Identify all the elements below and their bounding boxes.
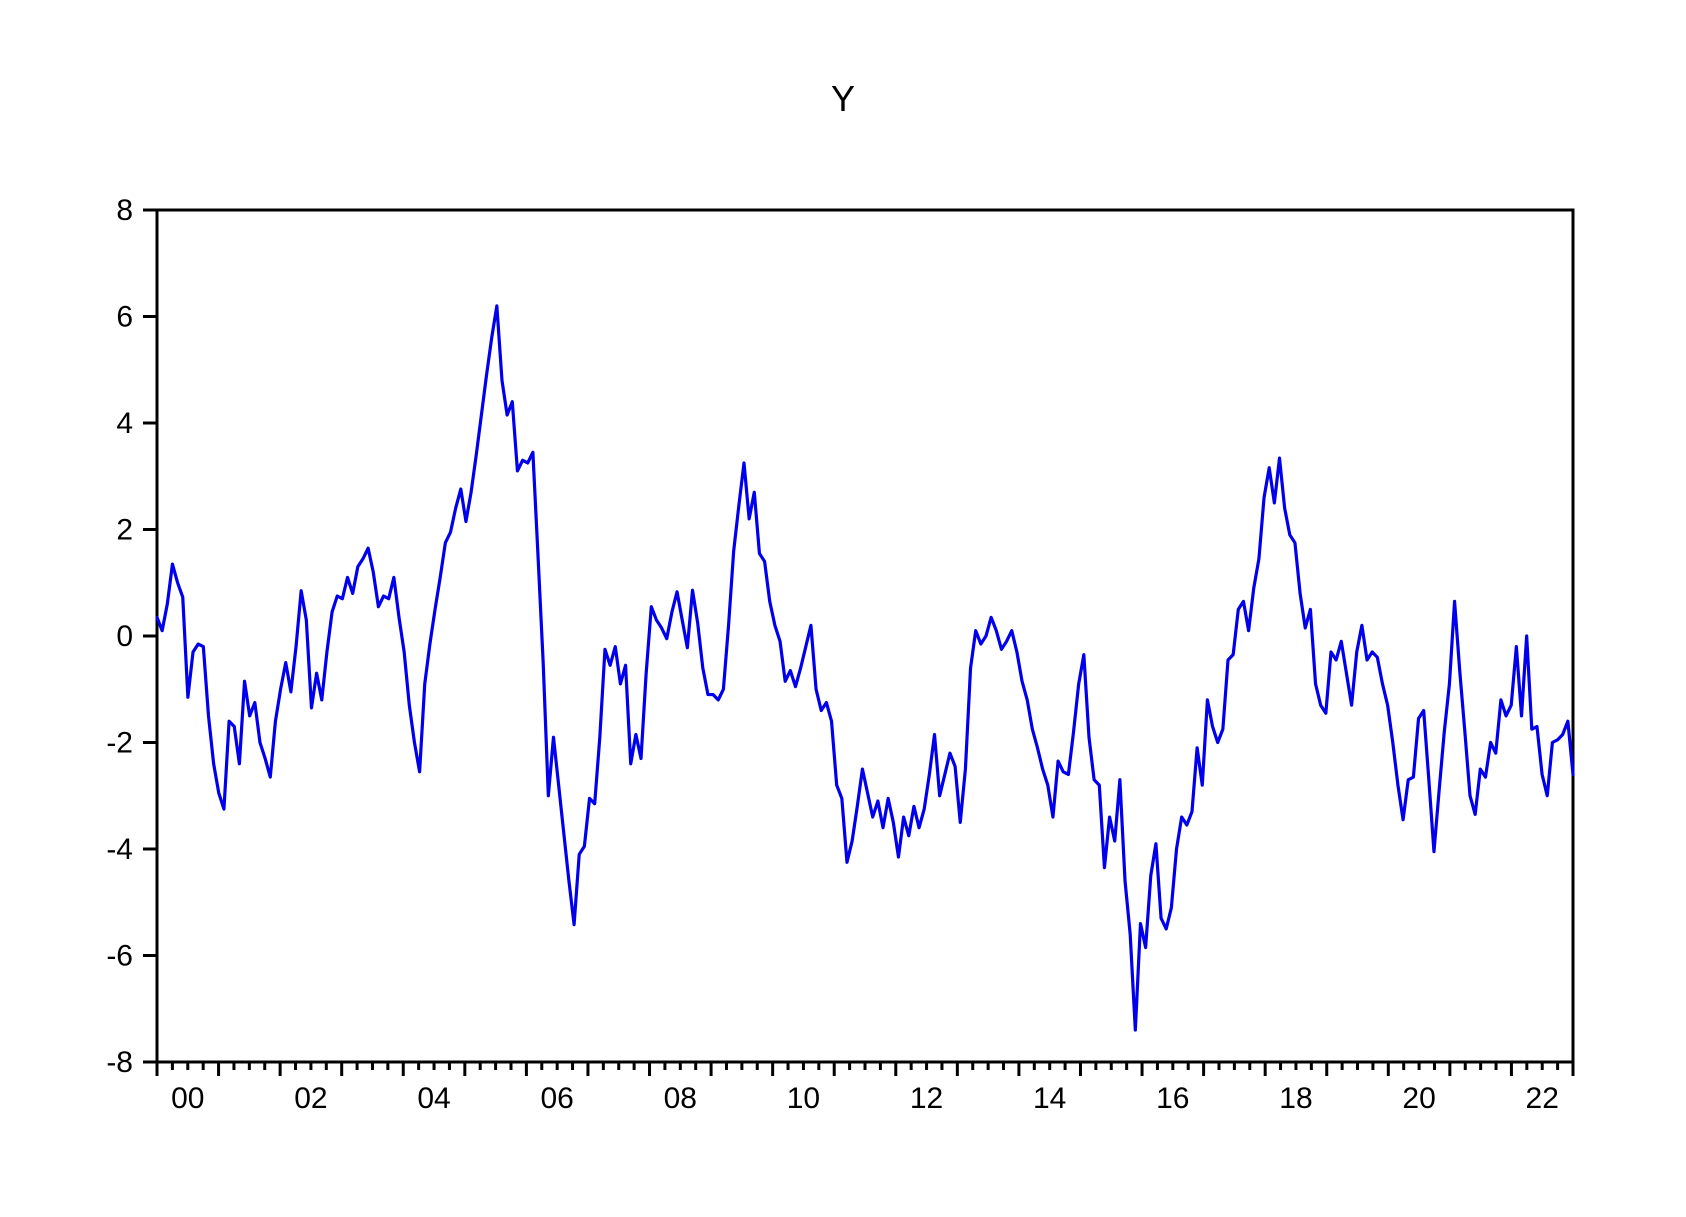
svg-text:08: 08 (664, 1082, 697, 1115)
svg-text:-4: -4 (106, 833, 133, 866)
y-axis-labels: 8 6 4 2 0 -2 -4 -6 -8 (106, 194, 133, 1079)
svg-text:02: 02 (294, 1082, 327, 1115)
svg-text:06: 06 (540, 1082, 573, 1115)
y-axis-ticks (143, 208, 157, 1064)
svg-text:-2: -2 (106, 727, 133, 760)
chart-title: Y (830, 78, 855, 119)
svg-text:4: 4 (116, 407, 133, 440)
x-axis-ticks (155, 1062, 1575, 1076)
svg-text:-6: -6 (106, 940, 133, 973)
series-y-line (155, 304, 1575, 1032)
svg-text:-8: -8 (106, 1046, 133, 1079)
svg-text:16: 16 (1156, 1082, 1189, 1115)
svg-text:20: 20 (1402, 1082, 1435, 1115)
svg-text:6: 6 (116, 301, 133, 334)
svg-text:04: 04 (417, 1082, 450, 1115)
svg-text:0: 0 (116, 620, 133, 653)
svg-text:10: 10 (787, 1082, 820, 1115)
x-axis-labels: 00 02 04 06 08 10 12 14 16 18 20 22 (171, 1082, 1559, 1115)
svg-text:18: 18 (1279, 1082, 1312, 1115)
svg-text:14: 14 (1033, 1082, 1066, 1115)
svg-text:2: 2 (116, 514, 133, 547)
svg-text:22: 22 (1526, 1082, 1559, 1115)
svg-text:12: 12 (910, 1082, 943, 1115)
svg-text:8: 8 (116, 194, 133, 227)
svg-text:00: 00 (171, 1082, 204, 1115)
